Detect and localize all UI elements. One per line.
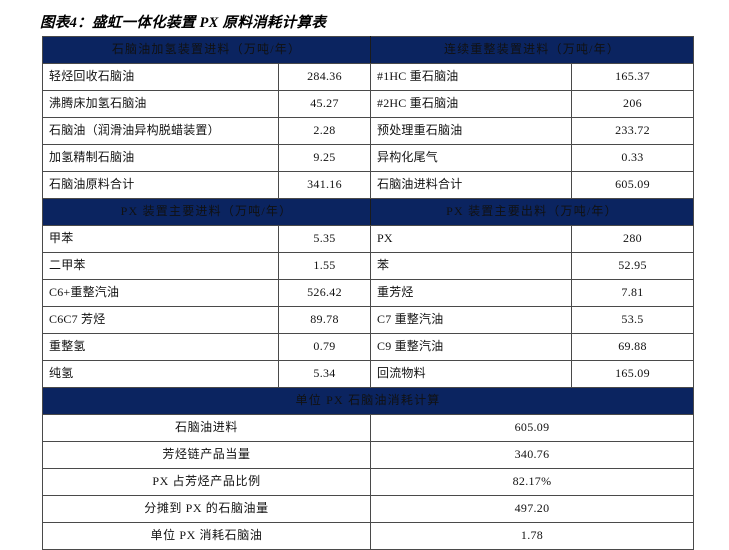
section2-left-label-5: 纯氢 <box>42 360 279 388</box>
section2-right-label-2: 重芳烃 <box>370 279 572 307</box>
section2-left-value-4: 0.79 <box>278 333 371 361</box>
table-row: 分摊到 PX 的石脑油量 497.20 <box>42 495 695 523</box>
section2-right-label-0: PX <box>370 225 572 253</box>
section2-right-value-3: 53.5 <box>570 306 695 334</box>
section1-right-value-0: 165.37 <box>570 63 695 91</box>
section2-left-label-3: C6C7 芳烃 <box>42 306 279 334</box>
section3-value-3: 497.20 <box>369 495 695 523</box>
table-row: PX 占芳烃产品比例 82.17% <box>42 468 695 496</box>
section1-right-header: 连续重整装置进料（万吨/年） <box>369 36 695 64</box>
section3-label-2: PX 占芳烃产品比例 <box>42 468 371 496</box>
section2-left-value-3: 89.78 <box>278 306 371 334</box>
table-row: 轻烃回收石脑油 284.36 #1HC 重石脑油 165.37 <box>42 63 695 91</box>
table-row: 加氢精制石脑油 9.25 异构化尾气 0.33 <box>42 144 695 172</box>
section1-right-value-3: 0.33 <box>570 144 695 172</box>
table-row: 芳烃链产品当量 340.76 <box>42 441 695 469</box>
section1-right-label-4: 石脑油进料合计 <box>370 171 572 199</box>
section2-left-label-1: 二甲苯 <box>42 252 279 280</box>
section2-left-value-1: 1.55 <box>278 252 371 280</box>
section2-right-label-1: 苯 <box>370 252 572 280</box>
section2-left-label-0: 甲苯 <box>42 225 279 253</box>
section1-left-value-0: 284.36 <box>278 63 371 91</box>
table-row: 重整氢 0.79 C9 重整汽油 69.88 <box>42 333 695 361</box>
table-row: 二甲苯 1.55 苯 52.95 <box>42 252 695 280</box>
section2-right-value-2: 7.81 <box>570 279 695 307</box>
table-row: 单位 PX 消耗石脑油 1.78 <box>42 522 695 550</box>
section2-header-row: PX 装置主要进料（万吨/年） PX 装置主要出料（万吨/年） <box>42 198 695 226</box>
section2-left-value-0: 5.35 <box>278 225 371 253</box>
section2-left-label-4: 重整氢 <box>42 333 279 361</box>
section1-right-label-2: 预处理重石脑油 <box>370 117 572 145</box>
px-feedstock-table: 石脑油加氢装置进料（万吨/年） 连续重整装置进料（万吨/年） 轻烃回收石脑油 2… <box>41 36 695 550</box>
section1-right-label-3: 异构化尾气 <box>370 144 572 172</box>
section3-value-2: 82.17% <box>369 468 695 496</box>
section2-left-value-5: 5.34 <box>278 360 371 388</box>
section2-right-header: PX 装置主要出料（万吨/年） <box>369 198 695 226</box>
section1-left-label-0: 轻烃回收石脑油 <box>42 63 279 91</box>
section2-right-label-4: C9 重整汽油 <box>370 333 572 361</box>
section3-value-0: 605.09 <box>369 414 695 442</box>
section1-left-label-2: 石脑油（润滑油异构脱蜡装置） <box>42 117 279 145</box>
section3-label-1: 芳烃链产品当量 <box>42 441 371 469</box>
section2-left-value-2: 526.42 <box>278 279 371 307</box>
section1-right-value-4: 605.09 <box>570 171 695 199</box>
section3-value-4: 1.78 <box>369 522 695 550</box>
section1-right-label-1: #2HC 重石脑油 <box>370 90 572 118</box>
section2-right-value-5: 165.09 <box>570 360 695 388</box>
section2-right-value-0: 280 <box>570 225 695 253</box>
figure-page: 图表4：盛虹一体化装置 PX 原料消耗计算表 石脑油加氢装置进料（万吨/年） 连… <box>40 15 695 550</box>
table-row: 石脑油原料合计 341.16 石脑油进料合计 605.09 <box>42 171 695 199</box>
table-row: 石脑油进料 605.09 <box>42 414 695 442</box>
section2-right-value-1: 52.95 <box>570 252 695 280</box>
section3-label-0: 石脑油进料 <box>42 414 371 442</box>
section1-left-label-3: 加氢精制石脑油 <box>42 144 279 172</box>
section3-value-1: 340.76 <box>369 441 695 469</box>
section1-left-header: 石脑油加氢装置进料（万吨/年） <box>42 36 371 64</box>
section1-left-value-1: 45.27 <box>278 90 371 118</box>
section2-left-header: PX 装置主要进料（万吨/年） <box>42 198 371 226</box>
px-feedstock-table-wrapper: 石脑油加氢装置进料（万吨/年） 连续重整装置进料（万吨/年） 轻烃回收石脑油 2… <box>41 36 695 550</box>
section1-right-value-1: 206 <box>570 90 695 118</box>
table-row: C6C7 芳烃 89.78 C7 重整汽油 53.5 <box>42 306 695 334</box>
section1-left-label-1: 沸腾床加氢石脑油 <box>42 90 279 118</box>
section3-header-row: 单位 PX 石脑油消耗计算 <box>41 387 695 415</box>
table-row: 甲苯 5.35 PX 280 <box>42 225 695 253</box>
section1-header-row: 石脑油加氢装置进料（万吨/年） 连续重整装置进料（万吨/年） <box>42 36 695 64</box>
section2-right-value-4: 69.88 <box>570 333 695 361</box>
section2-left-label-2: C6+重整汽油 <box>42 279 279 307</box>
section3-header: 单位 PX 石脑油消耗计算 <box>41 387 695 415</box>
section1-left-value-3: 9.25 <box>278 144 371 172</box>
section1-left-label-4: 石脑油原料合计 <box>42 171 279 199</box>
section2-right-label-5: 回流物料 <box>370 360 572 388</box>
table-row: 纯氢 5.34 回流物料 165.09 <box>42 360 695 388</box>
section2-right-label-3: C7 重整汽油 <box>370 306 572 334</box>
section3-label-3: 分摊到 PX 的石脑油量 <box>42 495 371 523</box>
section3-label-4: 单位 PX 消耗石脑油 <box>42 522 371 550</box>
section1-right-value-2: 233.72 <box>570 117 695 145</box>
table-row: 沸腾床加氢石脑油 45.27 #2HC 重石脑油 206 <box>42 90 695 118</box>
section1-left-value-4: 341.16 <box>278 171 371 199</box>
table-row: C6+重整汽油 526.42 重芳烃 7.81 <box>42 279 695 307</box>
table-row: 石脑油（润滑油异构脱蜡装置） 2.28 预处理重石脑油 233.72 <box>42 117 695 145</box>
section1-left-value-2: 2.28 <box>278 117 371 145</box>
figure-title: 图表4：盛虹一体化装置 PX 原料消耗计算表 <box>40 15 327 31</box>
section1-right-label-0: #1HC 重石脑油 <box>370 63 572 91</box>
